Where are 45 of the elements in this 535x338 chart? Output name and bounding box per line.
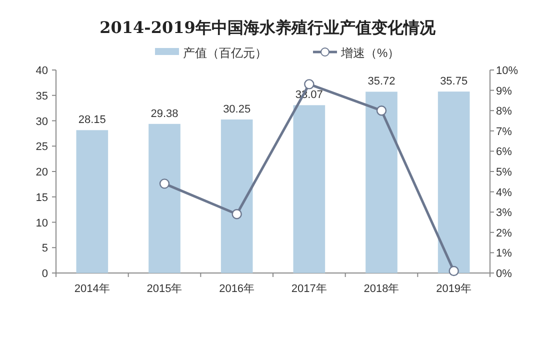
y2-tick-label: 3% [496, 207, 512, 220]
x-tick-label: 2016年 [219, 283, 255, 295]
data-label: 28.15 [78, 114, 106, 126]
y-tick-label: 0 [42, 268, 48, 280]
y2-tick-label: 6% [496, 146, 512, 158]
data-label: 35.72 [368, 76, 396, 88]
y2-tick-label: 7% [496, 126, 512, 138]
point [376, 106, 387, 116]
y2-tick-label: 9% [496, 85, 512, 98]
data-label: 29.38 [150, 108, 178, 120]
y-tick-label: 15 [36, 192, 48, 204]
y-tick-label: 35 [36, 90, 48, 102]
y2-tick-label: 8% [496, 106, 512, 118]
y2-tick-label: 0% [496, 268, 512, 280]
y2-tick-label: 1% [496, 248, 512, 260]
x-tick-label: 2019年 [436, 283, 472, 295]
y-tick-label: 25 [36, 141, 48, 154]
point [159, 178, 170, 189]
y2-tick-label: 2% [496, 227, 512, 240]
x-tick-label: 2014年 [74, 283, 110, 295]
bar [293, 105, 326, 273]
y2-tick-label: 5% [496, 166, 512, 178]
y2-tick-label: 10% [496, 65, 518, 77]
x-tick-label: 2015年 [146, 283, 182, 295]
y-tick-label: 20 [36, 166, 48, 178]
y-tick-label: 30 [36, 116, 48, 128]
legend-label: 增速（%） [340, 46, 400, 60]
point [304, 79, 314, 90]
bar [220, 119, 253, 273]
y-tick-label: 5 [42, 242, 48, 255]
bar [438, 92, 470, 273]
y-tick-label: 40 [36, 65, 48, 77]
x-tick-label: 2018年 [364, 283, 400, 295]
point [232, 209, 242, 220]
point [448, 266, 459, 276]
legend-label: 产值（百亿元） [183, 46, 267, 60]
chart-title: 2014-2019年中国海水养殖行业产值变化情况 [100, 18, 436, 37]
data-label: 30.25 [223, 103, 251, 116]
y2-tick-label: 4% [496, 186, 512, 199]
data-label: 35.75 [440, 76, 468, 88]
x-tick-label: 2017年 [291, 283, 327, 295]
bar [76, 130, 108, 273]
bar [148, 124, 180, 273]
bar [366, 92, 398, 273]
y-tick-label: 10 [36, 217, 48, 230]
